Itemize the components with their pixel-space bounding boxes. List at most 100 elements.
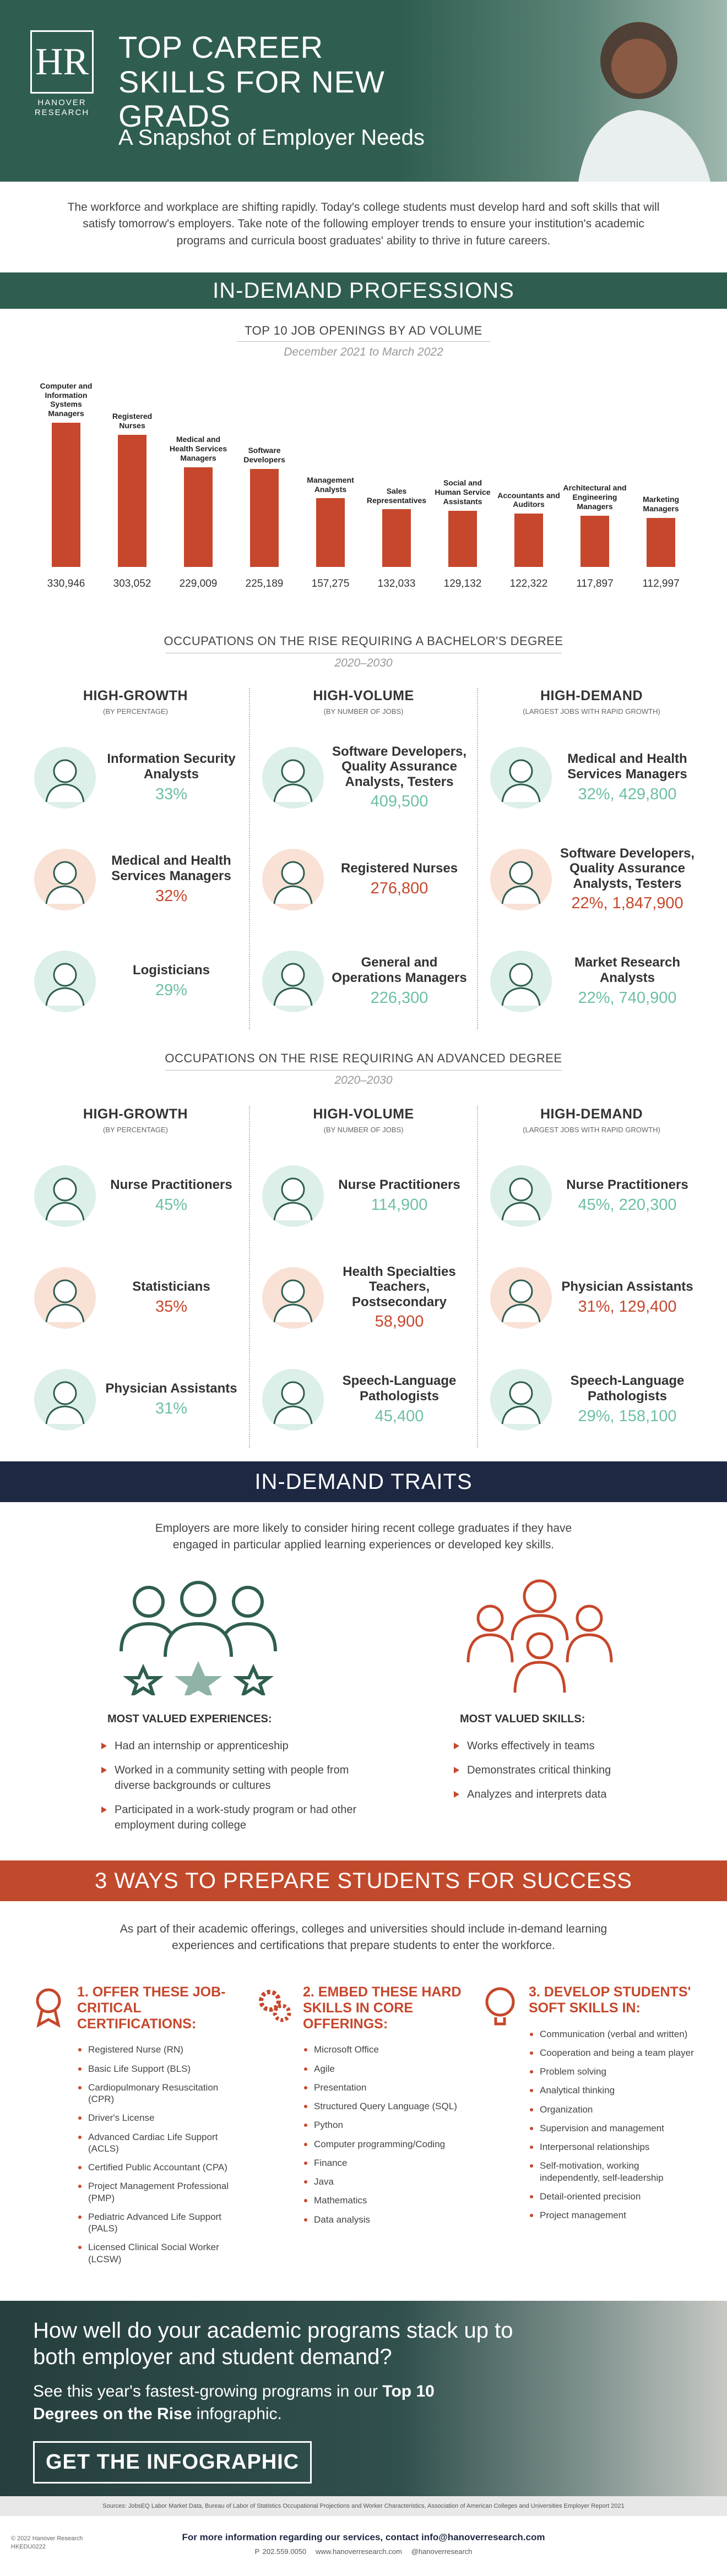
list-item: Pediatric Advanced Life Support (PALS) [77,2211,242,2235]
section-heading: 3 WAYS TO PREPARE STUDENTS FOR SUCCESS [0,1860,727,1901]
prepare-body: 2. EMBED THESE HARD SKILLS IN CORE OFFER… [297,1984,468,2293]
occupation: Physician Assistants 31% [32,1349,239,1450]
person-icon [490,1267,552,1329]
occupation-name: Statisticians [132,1279,210,1295]
bar-label: Sales Representatives [366,486,427,505]
column-title: HIGH-GROWTH [83,688,188,703]
occupation-stat: 226,300 [370,989,428,1007]
column: HIGH-GROWTH (BY PERCENTAGE) Information Se… [22,688,249,1029]
cta-button[interactable]: GET THE INFOGRAPHIC [33,2441,312,2484]
prepare-body: 1. OFFER THESE JOB-CRITICAL CERTIFICATIO… [72,1984,242,2293]
occupation-text: Speech-Language Pathologists 29%, 158,100 [554,1373,695,1425]
column-title: HIGH-VOLUME [313,1106,414,1122]
period: 2020–2030 [334,1074,393,1087]
prepare-title: 1. OFFER THESE JOB-CRITICAL CERTIFICATIO… [77,1984,226,2032]
occupation-name: Medical and Health Services Managers [111,853,231,883]
cta-question: How well do your academic programs stack… [33,2318,513,2369]
header: HR HANOVER RESEARCH TOP CAREER SKILLS FOR… [0,0,727,182]
header-photo [578,22,710,182]
list-item: Advanced Cardiac Life Support (ACLS) [77,2131,242,2155]
column: HIGH-VOLUME (BY NUMBER OF JOBS) Nurse Prac… [249,1106,477,1448]
occupation-grid: HIGH-GROWTH (BY PERCENTAGE) Information Se… [22,688,705,1029]
occupation: Physician Assistants 31%, 129,400 [488,1247,695,1349]
bar [52,423,80,567]
web: www.hanoverresearch.com [316,2547,402,2556]
occupation-text: Market Research Analysts 22%, 740,900 [554,955,695,1007]
person-icon [490,1368,552,1431]
person-icon [34,1165,96,1227]
occupation-stat: 32% [155,887,188,905]
occupation-stat: 32%, 429,800 [578,785,677,803]
column-title: HIGH-VOLUME [313,688,414,703]
list-item: Self-motivation, working independently, … [529,2160,694,2184]
bar [580,515,609,567]
chart-subtitle: December 2021 to March 2022 [284,346,443,358]
list-item: Microsoft Office [303,2044,468,2055]
contact: For more information regarding our servi… [182,2532,545,2542]
column-subtitle: (BY NUMBER OF JOBS) [323,707,404,716]
list-item: Works effectively in teams [452,1738,683,1754]
prepare-column: 2. EMBED THESE HARD SKILLS IN CORE OFFER… [253,1984,479,2293]
list-item: Problem solving [529,2066,694,2077]
occupation-stat: 29%, 158,100 [578,1407,677,1425]
logo-mark: HR [30,30,94,94]
bar-label: Management Analysts [307,475,354,494]
occupation-name: Software Developers, Quality Assurance A… [560,845,695,891]
occupation-name: Software Developers, Quality Assurance A… [332,744,467,789]
occupation-stat: 114,900 [371,1196,428,1214]
prepare-column: 3. DEVELOP STUDENTS' SOFT SKILLS IN: Comm… [479,1984,705,2293]
list-item: Analyzes and interprets data [452,1787,683,1802]
person-icon [262,1165,324,1227]
occupation-name: Registered Nurses [340,861,458,876]
bar-label: Social and Human Service Assistants [435,478,491,506]
occupation-text: Nurse Practitioners 45% [98,1177,239,1214]
occupation-name: Logisticians [132,963,210,978]
person-icon [34,1267,96,1329]
logo-text: HANOVER RESEARCH [22,98,102,118]
occupation: Registered Nurses 276,800 [260,828,467,930]
cta-link[interactable]: Top 10 Degrees on the Rise [33,2382,435,2423]
occupation-text: Speech-Language Pathologists 45,400 [326,1373,467,1425]
contact-line: P 202.559.0050 www.hanoverresearch.com @… [110,2547,617,2556]
occupation-stat: 35% [155,1297,188,1316]
phone: P 202.559.0050 [254,2547,307,2556]
traits-text: Employers are more likely to consider hi… [155,1522,572,1552]
person-icon [490,1165,552,1227]
occupation-name: Health Specialties Teachers, Postseconda… [343,1264,456,1309]
list-item: Had an internship or apprenticeship [99,1738,364,1754]
occupation-stat: 58,900 [375,1313,424,1331]
prepare-icon [36,1988,61,2028]
section-title: OCCUPATIONS ON THE RISE REQUIRING A BACH… [164,634,563,648]
occupation-text: Medical and Health Services Managers 32%,… [554,751,695,803]
period: 2020–2030 [334,657,393,669]
occupation-stat: 45,400 [375,1407,424,1425]
occupation-name: Speech-Language Pathologists [342,1373,457,1404]
occupation-text: Information Security Analysts 33% [98,751,239,803]
section-heading: IN-DEMAND PROFESSIONS [0,272,727,309]
person-icon [490,950,552,1012]
occupation-text: Physician Assistants 31%, 129,400 [554,1279,695,1316]
list-item: Basic Life Support (BLS) [77,2063,242,2075]
occupation-text: Logisticians 29% [98,963,239,1000]
list-item: Interpersonal relationships [529,2141,694,2153]
list-item: Cooperation and being a team player [529,2047,694,2059]
list-item: Structured Query Language (SQL) [303,2100,468,2112]
occupation-text: Nurse Practitioners 114,900 [326,1177,467,1214]
list-item: Organization [529,2104,694,2115]
occupation-text: Software Developers, Quality Assurance A… [326,744,467,811]
bar [448,510,477,567]
column-subtitle: (BY NUMBER OF JOBS) [323,1126,404,1134]
value-label: 122,322 [509,578,548,590]
experiences-title: MOST VALUED EXPERIENCES: [107,1713,272,1725]
chart-title: TOP 10 JOB OPENINGS BY AD VOLUME [245,324,482,337]
column-subtitle: (BY PERCENTAGE) [103,707,168,716]
occupation-grid: HIGH-GROWTH (BY PERCENTAGE) Nurse Practiti… [22,1106,705,1448]
skills-title: MOST VALUED SKILLS: [460,1713,585,1725]
person-icon [34,950,96,1012]
list-item: Supervision and management [529,2122,694,2134]
occupation: Market Research Analysts 22%, 740,900 [488,930,695,1032]
list-item: Licensed Clinical Social Worker (LCSW) [77,2241,242,2265]
bar-label: Medical and Health Services Managers [169,435,227,462]
bar [316,498,345,567]
bar-label: Software Developers [243,446,285,464]
